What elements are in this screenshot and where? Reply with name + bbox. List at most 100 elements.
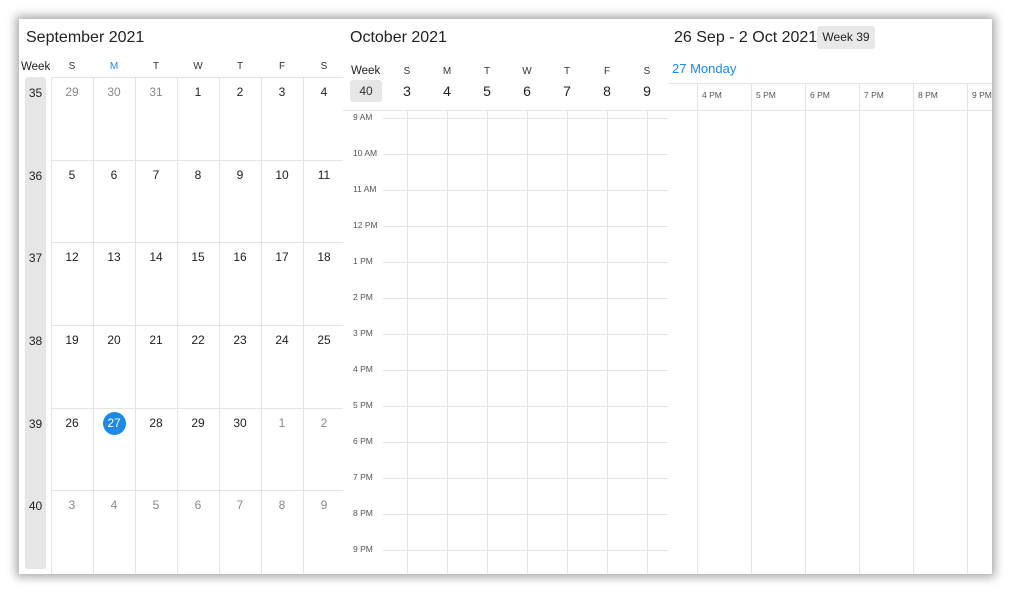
date-cell[interactable]: 28 bbox=[135, 412, 177, 434]
time-slot-label: 8 PM bbox=[353, 508, 373, 518]
day-of-week-header: M bbox=[109, 61, 119, 72]
timeline-slot-divider[interactable] bbox=[751, 83, 752, 574]
date-cell[interactable]: 7 bbox=[219, 494, 261, 516]
date-cell[interactable]: 14 bbox=[135, 246, 177, 268]
time-slot-label: 1 PM bbox=[353, 256, 373, 266]
date-cell[interactable]: 26 bbox=[51, 412, 93, 434]
week-number[interactable]: 36 bbox=[28, 169, 43, 183]
day-of-week-header: S bbox=[403, 66, 411, 77]
date-cell[interactable]: 2 bbox=[303, 412, 345, 434]
date-cell[interactable]: 1 bbox=[261, 412, 303, 434]
timeline-date-label[interactable]: 27 Monday bbox=[672, 61, 737, 76]
date-cell[interactable]: 2 bbox=[219, 81, 261, 103]
timeline-slot-divider[interactable] bbox=[697, 83, 698, 574]
week-day-column[interactable] bbox=[447, 111, 448, 574]
date-number: 14 bbox=[149, 250, 163, 264]
timeline-view: 26 Sep - 2 Oct 2021 Week 39 27 Monday 4 … bbox=[668, 19, 992, 574]
date-cell[interactable]: 5 bbox=[135, 494, 177, 516]
date-cell[interactable]: 9 bbox=[219, 164, 261, 186]
day-of-week-header: F bbox=[603, 66, 611, 77]
week-hour-line bbox=[383, 226, 668, 227]
week-date-header[interactable]: 7 bbox=[563, 83, 571, 99]
week-day-column[interactable] bbox=[487, 111, 488, 574]
date-number: 29 bbox=[191, 416, 205, 430]
week-number[interactable]: 38 bbox=[28, 334, 43, 348]
week-date-header[interactable]: 4 bbox=[443, 83, 451, 99]
date-number: 19 bbox=[65, 333, 79, 347]
date-number: 7 bbox=[152, 168, 160, 182]
date-number: 16 bbox=[233, 250, 247, 264]
date-cell[interactable]: 29 bbox=[51, 81, 93, 103]
time-slot-label: 10 AM bbox=[353, 148, 378, 158]
date-cell[interactable]: 25 bbox=[303, 329, 345, 351]
timeline-slot-divider[interactable] bbox=[913, 83, 914, 574]
week-number[interactable]: 37 bbox=[28, 251, 43, 265]
date-cell[interactable]: 31 bbox=[135, 81, 177, 103]
date-cell[interactable]: 24 bbox=[261, 329, 303, 351]
date-cell[interactable]: 6 bbox=[177, 494, 219, 516]
week-day-column[interactable] bbox=[607, 111, 608, 574]
date-cell[interactable]: 7 bbox=[135, 164, 177, 186]
date-cell[interactable]: 3 bbox=[51, 494, 93, 516]
date-cell[interactable]: 10 bbox=[261, 164, 303, 186]
date-cell[interactable]: 18 bbox=[303, 246, 345, 268]
week-hour-line bbox=[383, 118, 668, 119]
date-cell[interactable]: 6 bbox=[93, 164, 135, 186]
week-day-column[interactable] bbox=[527, 111, 528, 574]
week-number[interactable]: 35 bbox=[28, 86, 43, 100]
week-number[interactable]: 39 bbox=[28, 417, 43, 431]
week-date-header[interactable]: 6 bbox=[523, 83, 531, 99]
date-cell[interactable]: 21 bbox=[135, 329, 177, 351]
date-cell[interactable]: 11 bbox=[303, 164, 345, 186]
date-cell[interactable]: 29 bbox=[177, 412, 219, 434]
date-cell[interactable]: 30 bbox=[93, 81, 135, 103]
today-date-cell[interactable]: 27 bbox=[93, 412, 135, 435]
date-number: 25 bbox=[317, 333, 331, 347]
date-cell[interactable]: 17 bbox=[261, 246, 303, 268]
week-date-header[interactable]: 3 bbox=[403, 83, 411, 99]
date-number: 30 bbox=[233, 416, 247, 430]
date-cell[interactable]: 5 bbox=[51, 164, 93, 186]
timeline-slot-divider[interactable] bbox=[967, 83, 968, 574]
date-cell[interactable]: 23 bbox=[219, 329, 261, 351]
date-number: 15 bbox=[191, 250, 205, 264]
date-cell[interactable]: 12 bbox=[51, 246, 93, 268]
timeline-time-label: 6 PM bbox=[810, 90, 830, 100]
date-cell[interactable]: 4 bbox=[93, 494, 135, 516]
timeline-title[interactable]: 26 Sep - 2 Oct 2021 bbox=[674, 29, 818, 46]
date-cell[interactable]: 22 bbox=[177, 329, 219, 351]
date-cell[interactable]: 3 bbox=[261, 81, 303, 103]
date-cell[interactable]: 30 bbox=[219, 412, 261, 434]
date-cell[interactable]: 8 bbox=[177, 164, 219, 186]
date-cell[interactable]: 9 bbox=[303, 494, 345, 516]
week-date-header[interactable]: 5 bbox=[483, 83, 491, 99]
month-view: September 2021 Week S M T W T F S 35 29 30 31 1 2 3 4 3… bbox=[19, 19, 343, 574]
timeline-week-badge: Week 39 bbox=[817, 26, 875, 49]
week-date-header[interactable]: 8 bbox=[603, 83, 611, 99]
date-cell[interactable]: 8 bbox=[261, 494, 303, 516]
date-cell[interactable]: 4 bbox=[303, 81, 345, 103]
week-date-header[interactable]: 9 bbox=[643, 83, 651, 99]
timeline-slot-divider[interactable] bbox=[859, 83, 860, 574]
date-number: 3 bbox=[278, 85, 286, 99]
week-day-column[interactable] bbox=[407, 111, 408, 574]
date-cell[interactable]: 16 bbox=[219, 246, 261, 268]
date-cell[interactable]: 20 bbox=[93, 329, 135, 351]
month-title[interactable]: September 2021 bbox=[26, 29, 145, 46]
date-number: 4 bbox=[110, 498, 118, 512]
week-view-title[interactable]: October 2021 bbox=[350, 29, 447, 46]
week-number[interactable]: 40 bbox=[28, 499, 43, 513]
date-cell[interactable]: 13 bbox=[93, 246, 135, 268]
month-row-divider bbox=[51, 490, 343, 491]
date-cell[interactable]: 19 bbox=[51, 329, 93, 351]
time-slot-label: 3 PM bbox=[353, 328, 373, 338]
week-day-column[interactable] bbox=[647, 111, 648, 574]
timeline-slot-divider[interactable] bbox=[805, 83, 806, 574]
date-number: 6 bbox=[110, 168, 118, 182]
date-cell[interactable]: 15 bbox=[177, 246, 219, 268]
day-of-week-header: S bbox=[643, 66, 651, 77]
date-cell[interactable]: 1 bbox=[177, 81, 219, 103]
date-number: 1 bbox=[194, 85, 202, 99]
date-number: 20 bbox=[107, 333, 121, 347]
week-day-column[interactable] bbox=[567, 111, 568, 574]
